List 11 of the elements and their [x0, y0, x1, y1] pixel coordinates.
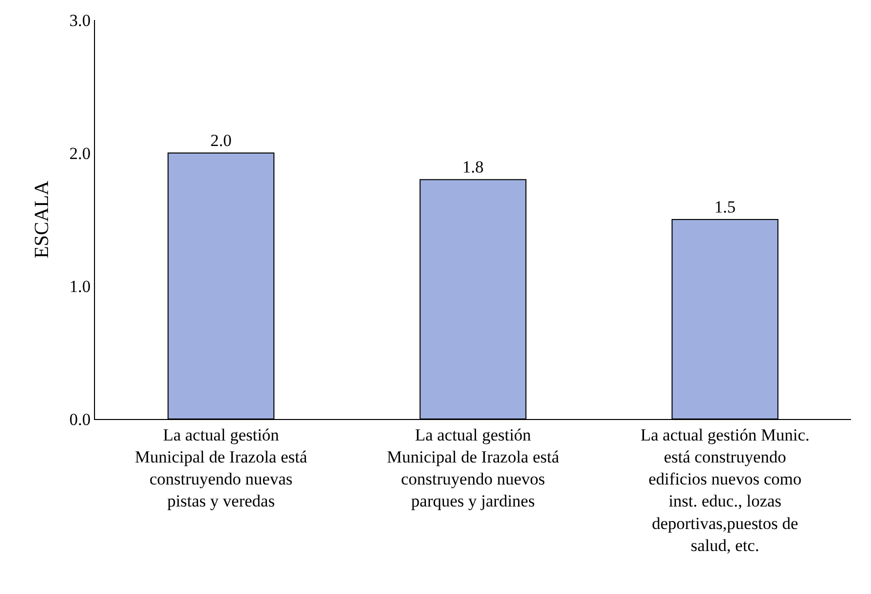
x-tick-label: La actual gestión Municipal de Irazola está construyendo nuevas pistas y veredas — [134, 425, 308, 511]
y-tick-label: 1.0 — [69, 276, 91, 296]
x-tick-label: La actual gestión Munic. está construyendo edificios nuevos como inst. educ., lozas deportivas,puestos de salud, etc. — [640, 425, 810, 555]
y-tick-label: 0.0 — [69, 410, 91, 429]
data-label: 2.0 — [210, 131, 232, 150]
y-tick-label: 2.0 — [69, 144, 91, 163]
data-label: 1.5 — [714, 198, 736, 216]
y-tick-label: 3.0 — [69, 10, 91, 30]
x-tick-label: La actual gestión Municipal de Irazola está construyendo nuevos parques y jardines — [386, 425, 560, 511]
y-axis-title: ESCALA — [30, 180, 53, 258]
data-label: 1.8 — [462, 158, 484, 177]
